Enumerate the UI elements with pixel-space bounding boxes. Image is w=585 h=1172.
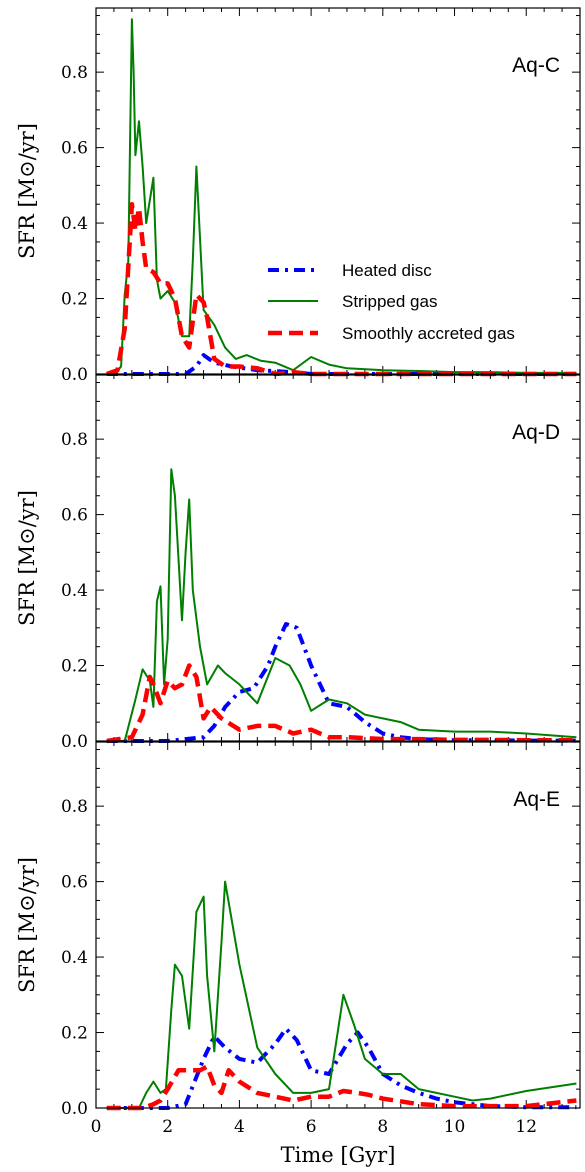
x-axis-title: Time [Gyr] [281, 1143, 396, 1167]
y-tick-label: 0.0 [61, 732, 88, 752]
y-tick-label: 0.2 [61, 657, 88, 677]
x-tick-label: 8 [377, 1117, 388, 1137]
legend-label: Stripped gas [342, 292, 437, 311]
panel-label: Aq-C [512, 54, 560, 77]
legend: Heated disc Stripped gas Smoothly accreted… [268, 261, 515, 343]
panel-aq-e: 0.0 0.2 0.4 0.6 0.8 Aq-E 0 2 4 6 8 10 12 [61, 741, 581, 1137]
panel-label: Aq-E [513, 788, 560, 811]
y-tick-label: 0.0 [61, 1099, 88, 1119]
series-line-heated-disc [106, 353, 577, 376]
y-tick-label: 0.4 [61, 581, 88, 601]
y-tick-label: 0.4 [61, 948, 88, 968]
y-tick-label: 0.6 [61, 873, 88, 893]
panel-aq-d: 0.0 0.2 0.4 0.6 0.8 Aq-D [61, 374, 581, 752]
y-tick-label: 0.2 [61, 1024, 88, 1044]
series-line-heated-disc [106, 622, 577, 743]
x-tick-label: 0 [91, 1117, 102, 1137]
y-tick-label: 0.8 [61, 797, 88, 817]
y-tick-label: 0.0 [61, 365, 88, 385]
y-tick-label: 0.6 [61, 506, 88, 526]
x-tick-label: 10 [444, 1117, 466, 1137]
legend-label: Heated disc [342, 261, 432, 280]
x-tick-label: 4 [234, 1117, 245, 1137]
series-line-stripped-gas [106, 880, 577, 1109]
y-tick-label: 0.4 [61, 214, 88, 234]
x-tick-label: 2 [162, 1117, 173, 1137]
plot-frame [95, 7, 581, 375]
y-axis-title: SFR [M⊙/yr] [15, 490, 39, 626]
x-tick-label: 6 [306, 1117, 317, 1137]
y-axis-title: SFR [M⊙/yr] [15, 123, 39, 259]
y-tick-label: 0.6 [61, 139, 88, 159]
plot-frame [95, 374, 581, 742]
legend-label: Smoothly accreted gas [342, 324, 515, 343]
y-tick-label: 0.2 [61, 290, 88, 310]
panel-aq-c: 0.0 0.2 0.4 0.6 0.8 Aq-C Heated disc Stripped g… [61, 7, 581, 385]
plot-frame [95, 741, 581, 1109]
x-tick-label: 12 [515, 1117, 537, 1137]
series-line-stripped-gas [106, 468, 577, 742]
y-tick-label: 0.8 [61, 430, 88, 450]
series-line-smoothly-accreted-gas [106, 663, 577, 744]
y-axis-title: SFR [M⊙/yr] [15, 857, 39, 993]
y-tick-label: 0.8 [61, 63, 88, 83]
series-line-smoothly-accreted-gas [106, 1064, 577, 1111]
series-line-smoothly-accreted-gas [106, 201, 577, 377]
series-line-stripped-gas [106, 18, 577, 375]
panel-label: Aq-D [512, 421, 560, 444]
